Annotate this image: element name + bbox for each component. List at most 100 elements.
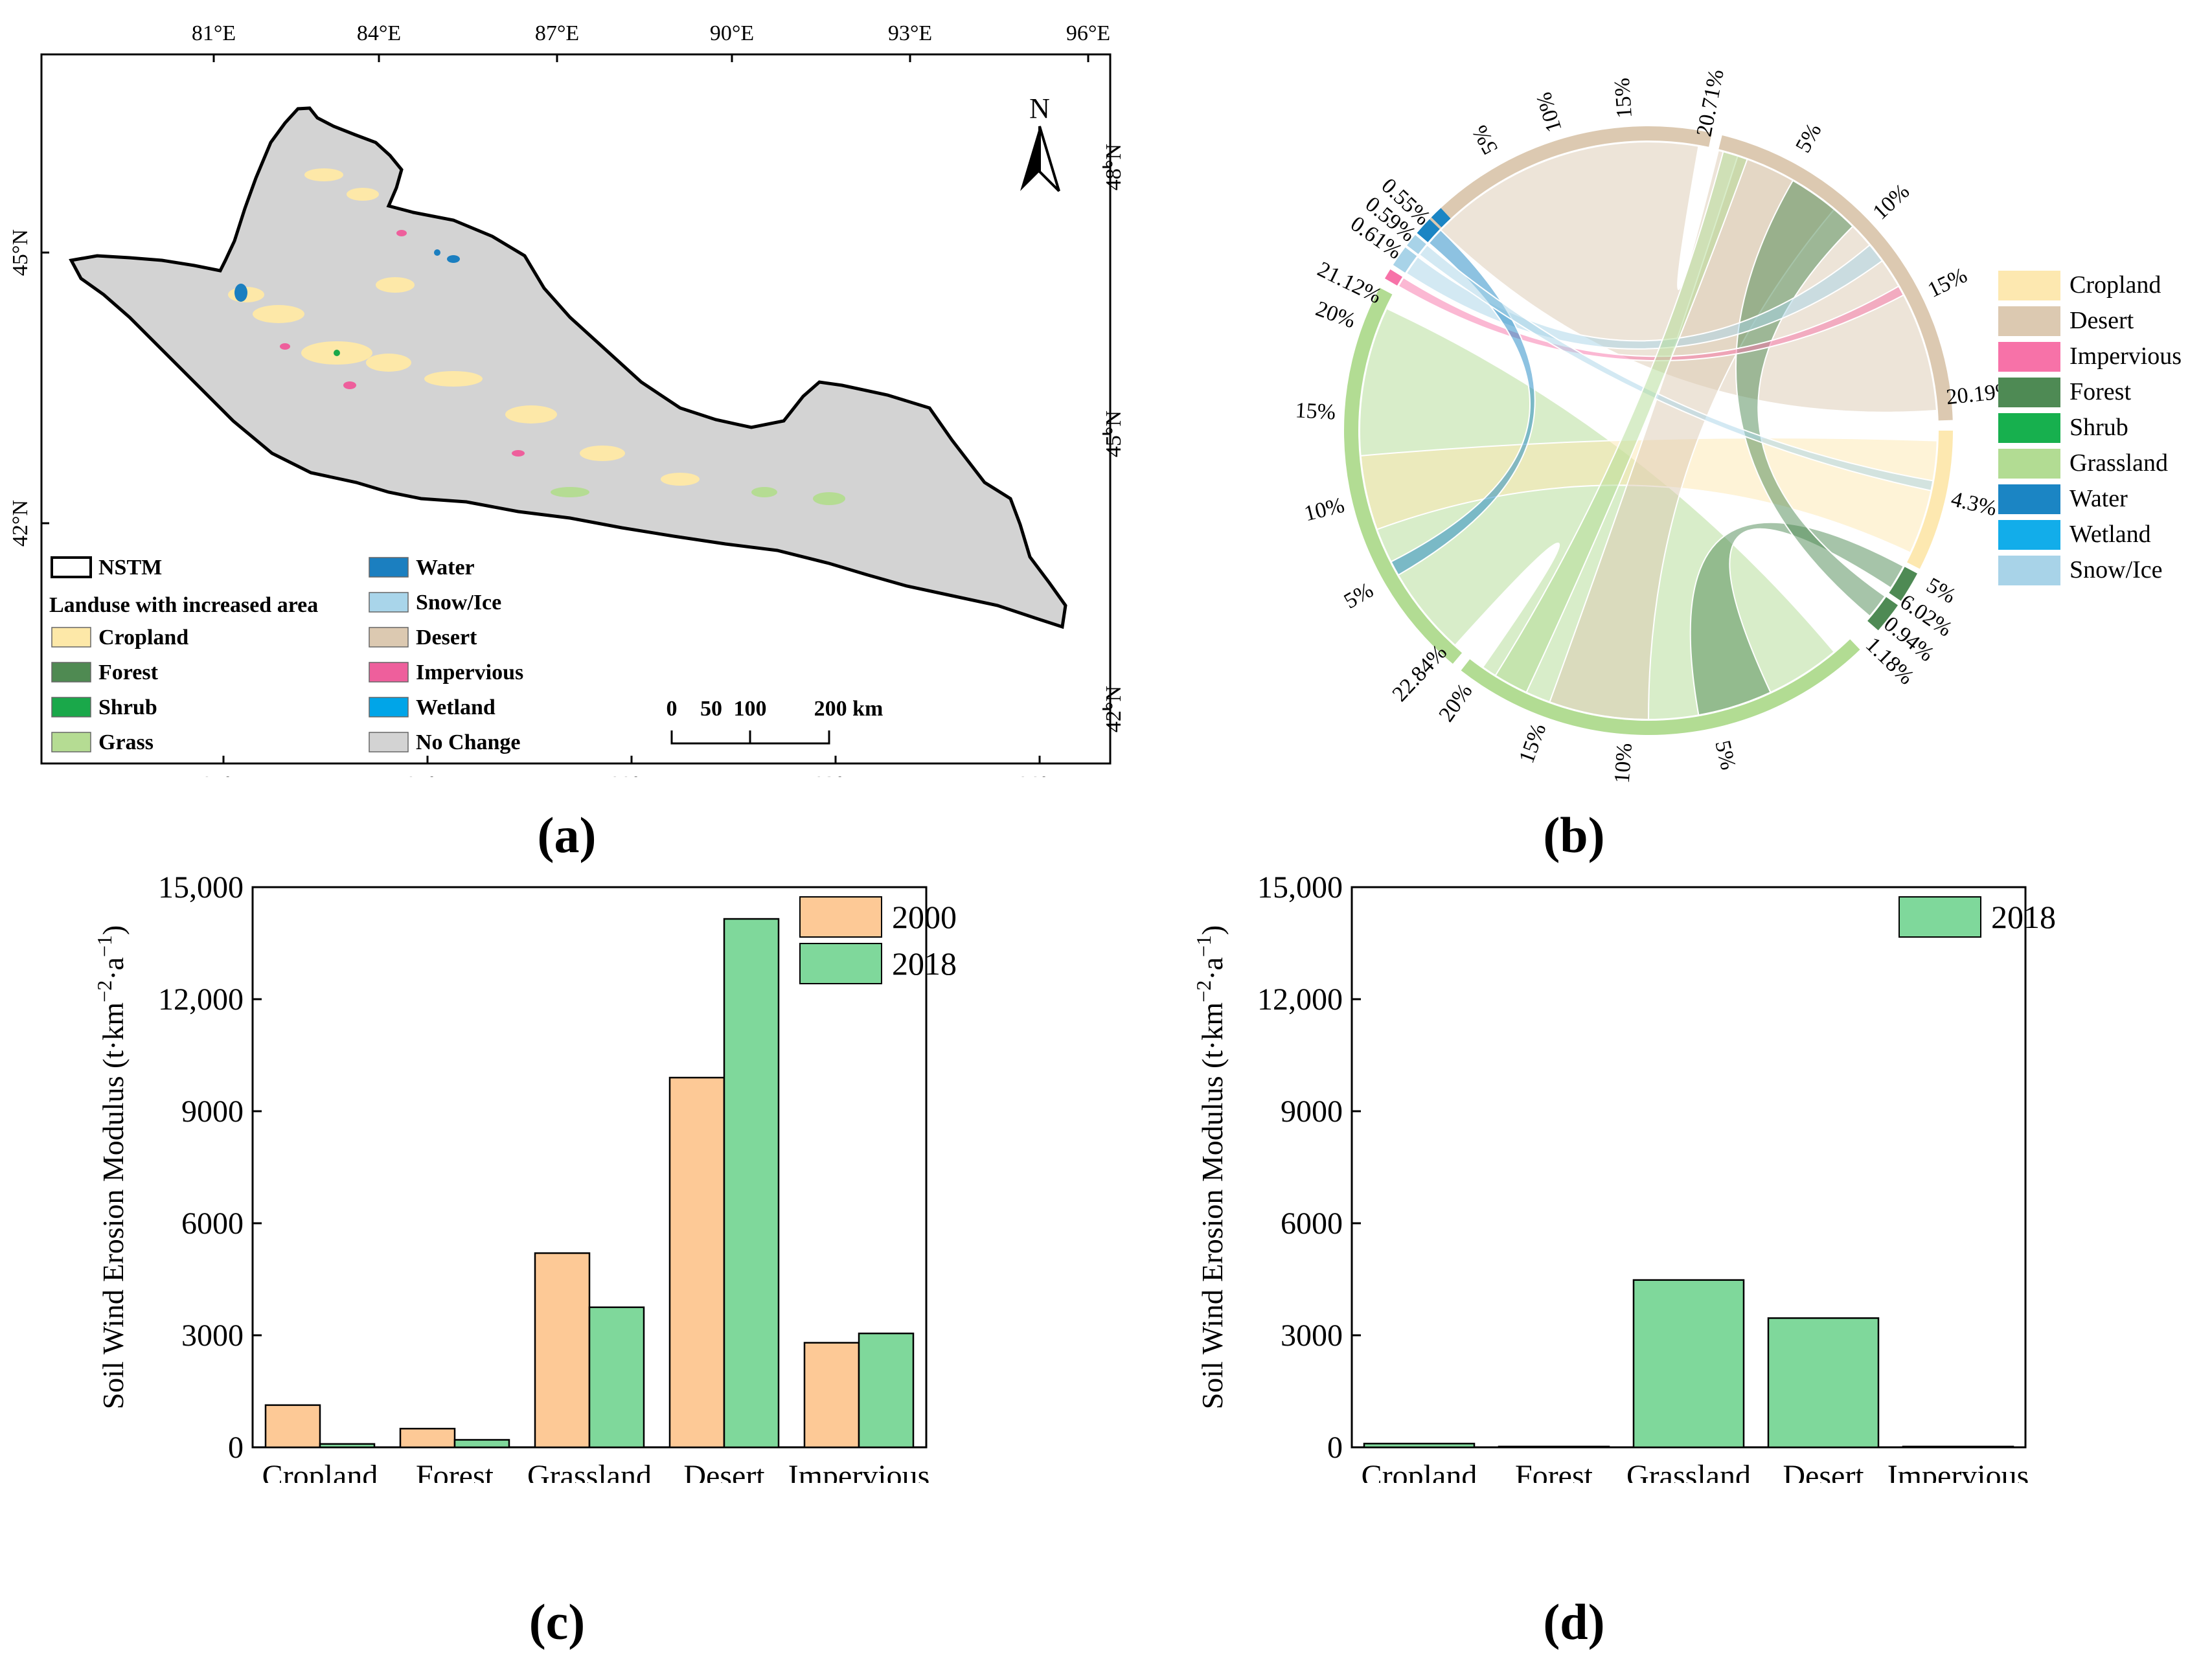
bar xyxy=(319,1443,376,1449)
chord-tick-label: 15% xyxy=(1610,77,1637,119)
panel-label-d: (d) xyxy=(1543,1594,1605,1650)
chord-arcs xyxy=(1344,126,1953,736)
legend-label: 2000 xyxy=(892,899,957,935)
scale-label-100: 100 xyxy=(734,697,767,721)
map-right-ticks: 48°N 45°N 42°N xyxy=(1102,144,1126,732)
chord-tick-label: 15% xyxy=(1514,720,1551,766)
map-legend: NSTM Cropland Forest Shrub Grass Water Snow/Ic… xyxy=(51,556,523,754)
y-tick-label: 3000 xyxy=(181,1318,244,1353)
bar xyxy=(803,1342,860,1449)
panel-a-map: 81°E 84°E 87°E 90°E 93°E 96°E 84°E 87°E 90°E 93°… xyxy=(8,21,1126,777)
chord-sector xyxy=(1384,269,1403,286)
chord-link xyxy=(1735,179,1886,618)
map-legend-label: NSTM xyxy=(98,556,162,580)
y-axis-label: Soil Wind Erosion Modulus (t·km−2·a−1) xyxy=(93,925,130,1410)
chord-link xyxy=(1397,277,1905,361)
map-legend-swatch xyxy=(51,732,91,752)
map-top-tick-label: 96°E xyxy=(1066,21,1110,45)
map-top-tick-label: 81°E xyxy=(192,21,236,45)
chord-tick-label: 5% xyxy=(1791,119,1826,157)
map-legend-label: Grass xyxy=(98,730,154,754)
bar xyxy=(588,1306,645,1449)
chord-legend-swatch xyxy=(1998,484,2060,514)
map-legend-label: Desert xyxy=(416,626,477,650)
chord-tick-label: 4.3% xyxy=(1949,487,1999,521)
chord-link xyxy=(1494,150,1748,694)
map-legend-swatch xyxy=(369,697,409,718)
map-legend-swatch xyxy=(369,557,409,578)
map-legend-title: Landuse with increased area xyxy=(49,593,318,617)
panel-label-b: (b) xyxy=(1543,807,1605,863)
y-tick-label: 9000 xyxy=(1281,1094,1343,1129)
chord-sector xyxy=(1889,567,1917,601)
chord-legend-label: Impervious xyxy=(2069,343,2182,370)
chord-legend-swatch xyxy=(1998,378,2060,407)
chord-legend-label: Grassland xyxy=(2069,449,2168,477)
map-top-tick-label: 87°E xyxy=(535,21,579,45)
map-bottom-ticks: 84°E 87°E 90°E 93°E 96°E xyxy=(201,756,1062,777)
north-arrow-icon xyxy=(1020,126,1060,192)
map-legend-swatch xyxy=(51,556,92,578)
y-tick-label: 15,000 xyxy=(158,870,244,905)
scale-bar xyxy=(670,730,830,745)
x-tick-label: Desert xyxy=(683,1459,765,1483)
map-left-tick-label: 45°N xyxy=(8,229,32,276)
x-tick-label: Cropland xyxy=(1362,1459,1477,1483)
panel-b-chord: 5%10% 15% 20.71% 5%10%15%20.19%4.3%5%6.02%0… xyxy=(1295,67,2182,784)
chord-tick-label: 10% xyxy=(1532,89,1567,135)
legend-label: 2018 xyxy=(1991,899,2056,935)
map-top-tick-label: 90°E xyxy=(710,21,754,45)
map-legend-label: Forest xyxy=(98,661,159,684)
chord-sector xyxy=(1393,247,1417,273)
chord-legend-label: Desert xyxy=(2069,307,2134,334)
bar xyxy=(534,1252,591,1449)
chord-legend-swatch xyxy=(1998,413,2060,443)
legend-swatch xyxy=(1898,896,1981,938)
panel-label-a: (a) xyxy=(537,807,597,863)
map-legend-label: No Change xyxy=(416,730,521,754)
chord-tick-label: 15% xyxy=(1924,264,1971,303)
chord-legend-swatch xyxy=(1998,556,2060,585)
bar xyxy=(1632,1279,1745,1449)
bar xyxy=(453,1439,510,1449)
north-label: N xyxy=(1029,93,1050,124)
map-legend-label: Impervious xyxy=(416,661,523,684)
chord-sector xyxy=(1718,135,1953,421)
chord-legend-swatch xyxy=(1998,342,2060,372)
y-tick-label: 0 xyxy=(1327,1430,1343,1465)
bar xyxy=(1767,1317,1880,1449)
map-legend-label: Wetland xyxy=(416,695,496,719)
x-tick-label: Grassland xyxy=(1626,1459,1751,1483)
chord-sector xyxy=(1907,431,1953,569)
chord-sector xyxy=(1422,126,1712,237)
map-legend-swatch xyxy=(369,732,409,752)
y-tick-label: 6000 xyxy=(1281,1206,1343,1241)
chord-sector xyxy=(1431,208,1451,227)
chord-sector xyxy=(1344,288,1463,664)
map-legend-swatch xyxy=(51,662,91,683)
chord-tick-label: 10% xyxy=(1610,742,1637,784)
chord-tick-label: 5% xyxy=(1340,578,1378,614)
chord-sector xyxy=(1417,219,1440,243)
chord-tick-label: 20.71% xyxy=(1692,67,1728,139)
x-tick-label: Impervious xyxy=(1887,1459,2029,1483)
y-tick-label: 3000 xyxy=(1281,1318,1343,1353)
chord-legend: Cropland Desert Impervious Forest Shrub Grass… xyxy=(1998,271,2182,585)
chord-tick-label: 5% xyxy=(1468,121,1503,159)
legend-label: 2018 xyxy=(892,945,957,982)
bar xyxy=(399,1427,456,1449)
chord-tick-label: 5% xyxy=(1710,738,1740,772)
chord-tick-label: 20% xyxy=(1434,679,1477,726)
chord-link xyxy=(1418,243,1934,492)
bar xyxy=(1363,1442,1476,1449)
map-left-ticks: 45°N 42°N xyxy=(8,229,49,547)
map-legend-swatch xyxy=(369,627,409,648)
map-right-tick-label: 42°N xyxy=(1102,686,1126,732)
chord-link xyxy=(1390,229,1536,576)
chord-legend-label: Wetland xyxy=(2069,521,2151,548)
map-left-tick-label: 42°N xyxy=(8,500,32,547)
scale-label-50: 50 xyxy=(700,697,722,721)
x-tick-label: Grassland xyxy=(527,1459,652,1483)
chart-untransformed: 0 3000 6000 9000 12,000 15,000 Cropland Forest G… xyxy=(93,870,957,1483)
x-tick-label: Impervious xyxy=(788,1459,930,1483)
